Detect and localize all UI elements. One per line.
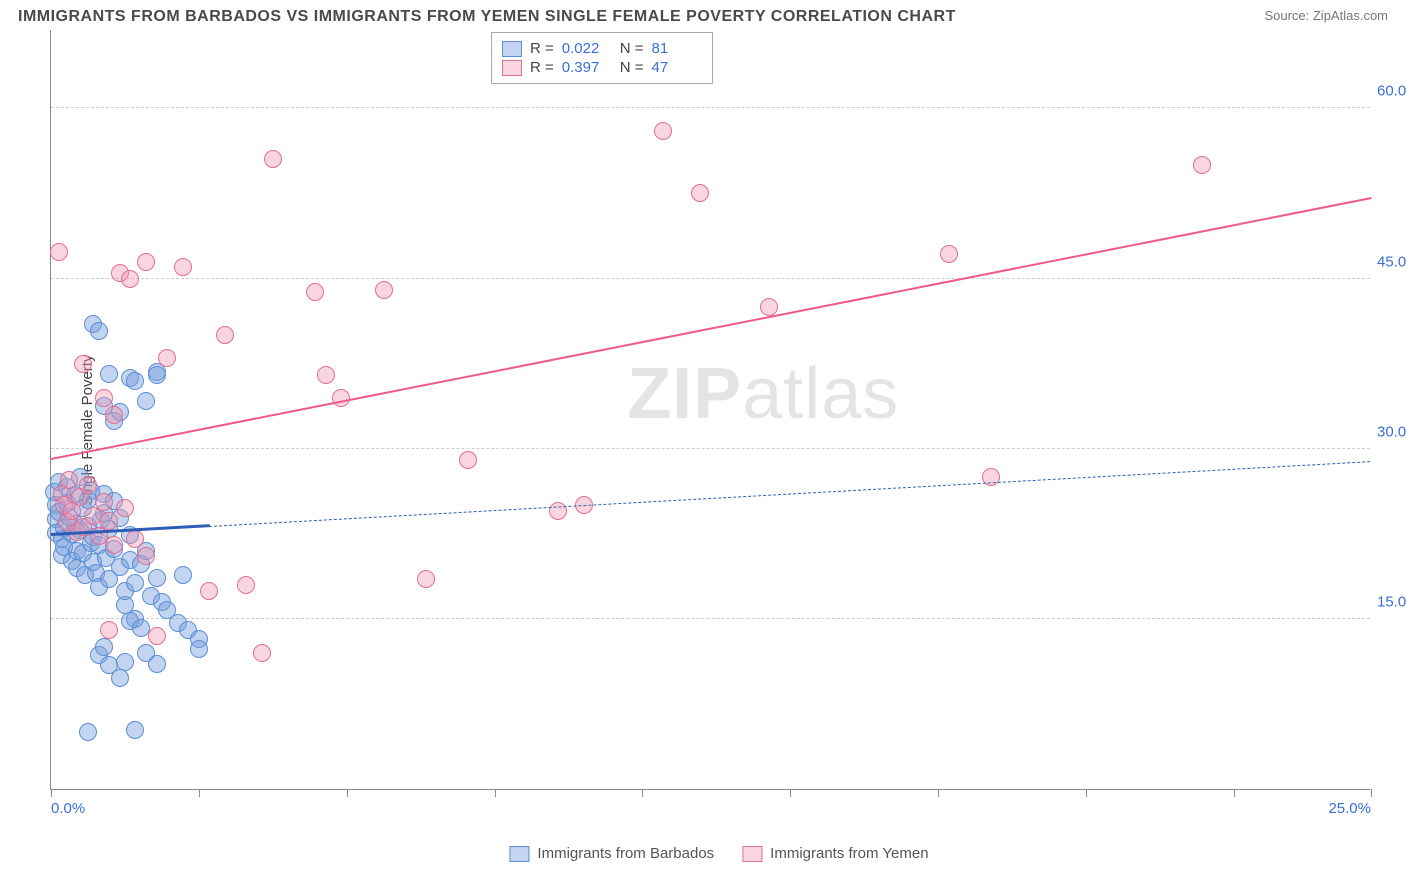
gridline-h [51, 107, 1370, 108]
legend-swatch [742, 846, 762, 862]
data-point [126, 574, 144, 592]
data-point [1193, 156, 1211, 174]
data-point [126, 530, 144, 548]
data-point [459, 451, 477, 469]
legend-swatch [502, 41, 522, 57]
x-tick [790, 789, 791, 797]
data-point [549, 502, 567, 520]
data-point [79, 723, 97, 741]
data-point [148, 655, 166, 673]
data-point [148, 627, 166, 645]
data-point [264, 150, 282, 168]
chart-title: IMMIGRANTS FROM BARBADOS VS IMMIGRANTS F… [18, 8, 956, 26]
x-tick [51, 789, 52, 797]
x-tick [642, 789, 643, 797]
data-point [417, 570, 435, 588]
data-point [158, 349, 176, 367]
data-point [116, 499, 134, 517]
legend-stat-row: R = 0.397 N = 47 [502, 59, 702, 76]
data-point [105, 406, 123, 424]
data-point [253, 644, 271, 662]
x-tick [1371, 789, 1372, 797]
data-point [105, 536, 123, 554]
legend-n-label: N = [620, 59, 644, 76]
data-point [95, 389, 113, 407]
data-point [100, 621, 118, 639]
legend-label: Immigrants from Barbados [537, 845, 714, 862]
regression-line [209, 461, 1371, 527]
legend-n-value: 47 [652, 59, 702, 76]
legend-r-value: 0.022 [562, 40, 612, 57]
regression-line [51, 197, 1371, 460]
data-point [50, 243, 68, 261]
data-point [111, 669, 129, 687]
gridline-h [51, 618, 1370, 619]
watermark-bold: ZIP [627, 354, 742, 434]
legend-series: Immigrants from Barbados Immigrants from … [509, 845, 928, 862]
x-tick [938, 789, 939, 797]
legend-r-label: R = [530, 59, 554, 76]
data-point [691, 184, 709, 202]
data-point [60, 471, 78, 489]
data-point [137, 253, 155, 271]
legend-swatch [502, 60, 522, 76]
watermark-light: atlas [742, 354, 899, 434]
data-point [148, 366, 166, 384]
legend-label: Immigrants from Yemen [770, 845, 928, 862]
data-point [74, 355, 92, 373]
x-tick [1086, 789, 1087, 797]
data-point [126, 372, 144, 390]
data-point [95, 493, 113, 511]
gridline-h [51, 278, 1370, 279]
chart-container: Single Female Poverty ZIPatlas R =0.022N… [50, 30, 1388, 830]
y-tick-label: 45.0% [1377, 253, 1406, 270]
x-tick-label: 0.0% [51, 800, 85, 817]
data-point [317, 366, 335, 384]
data-point [95, 638, 113, 656]
legend-item: Immigrants from Yemen [742, 845, 928, 862]
data-point [100, 365, 118, 383]
data-point [116, 653, 134, 671]
data-point [137, 547, 155, 565]
legend-n-label: N = [620, 40, 644, 57]
x-tick [347, 789, 348, 797]
data-point [174, 258, 192, 276]
data-point [90, 322, 108, 340]
y-tick-label: 60.0% [1377, 83, 1406, 100]
legend-n-value: 81 [652, 40, 702, 57]
data-point [940, 245, 958, 263]
legend-r-value: 0.397 [562, 59, 612, 76]
legend-swatch [509, 846, 529, 862]
legend-stat-row: R = 0.022 N = 81 [502, 40, 702, 57]
data-point [148, 569, 166, 587]
y-tick-label: 15.0% [1377, 593, 1406, 610]
data-point [137, 392, 155, 410]
data-point [190, 640, 208, 658]
plot-area: ZIPatlas R =0.022N =81R =0.397N =47 15.0… [50, 30, 1370, 790]
data-point [654, 122, 672, 140]
data-point [237, 576, 255, 594]
data-point [332, 389, 350, 407]
watermark: ZIPatlas [627, 353, 899, 435]
x-tick [199, 789, 200, 797]
y-tick-label: 30.0% [1377, 423, 1406, 440]
data-point [79, 476, 97, 494]
data-point [100, 512, 118, 530]
data-point [174, 566, 192, 584]
data-point [126, 721, 144, 739]
source-label: Source: ZipAtlas.com [1264, 8, 1388, 23]
legend-r-label: R = [530, 40, 554, 57]
legend-item: Immigrants from Barbados [509, 845, 714, 862]
legend-stats: R = 0.022 N = 81 R = 0.397 N = 47 [491, 32, 713, 84]
x-tick [495, 789, 496, 797]
data-point [760, 298, 778, 316]
gridline-h [51, 448, 1370, 449]
x-tick [1234, 789, 1235, 797]
data-point [121, 270, 139, 288]
data-point [375, 281, 393, 299]
x-tick-label: 25.0% [1328, 800, 1371, 817]
data-point [200, 582, 218, 600]
data-point [306, 283, 324, 301]
data-point [216, 326, 234, 344]
